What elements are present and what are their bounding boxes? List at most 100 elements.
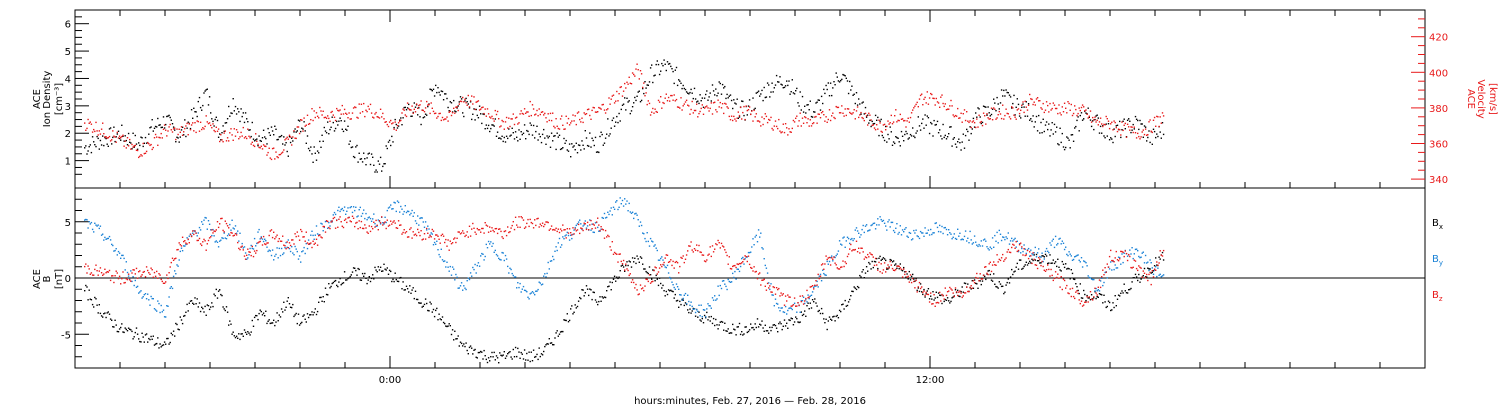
b-bx-point [410,292,412,294]
b-bz-point [783,304,786,306]
velocity-point [1053,104,1056,106]
b-bz-point [588,229,590,231]
density-point [571,143,573,145]
velocity-point [905,126,907,128]
b-bx-point [378,269,381,271]
velocity-point [638,78,640,80]
b-by-point [917,235,919,238]
b-bz-point [180,245,183,247]
b-bx-point [952,296,954,298]
velocity-point [1068,102,1070,105]
density-point [186,127,188,129]
b-bz-point [913,280,915,283]
density-point [307,147,310,150]
density-point [624,97,626,99]
density-point [717,92,719,94]
b-bz-point [918,281,921,284]
velocity-point [688,105,690,107]
b-bx-point [868,261,870,264]
velocity-point [474,108,476,111]
density-point [193,107,195,109]
velocity-point [685,99,688,101]
velocity-point [1133,126,1135,128]
b-bz-point [1105,271,1107,273]
velocity-point [526,111,528,113]
b-bz-point [851,250,853,252]
velocity-point [426,100,428,103]
velocity-point [348,112,350,114]
velocity-point [586,108,589,111]
b-bz-point [1137,269,1139,272]
b-bz-point [138,271,140,273]
velocity-point [671,94,673,97]
density-point [424,113,427,115]
velocity-point [157,144,159,146]
velocity-point [419,104,421,106]
velocity-point [1003,118,1005,120]
velocity-point [665,93,667,95]
b-bx-point [100,315,103,317]
b-bx-point [395,278,397,281]
b-bx-point [359,279,361,281]
b-by-point [644,237,646,240]
b-bz-point [1085,301,1087,303]
b-bx-point [898,268,900,270]
b-bz-point [991,264,994,266]
b-bx-point [663,290,665,292]
b-bx-point [988,269,990,272]
density-point [925,124,927,126]
density-point [720,93,723,95]
b-by-point [953,233,955,235]
b-by-point [144,293,147,295]
b-by-point [437,249,439,251]
b-by-point [987,247,989,250]
b-bx-point [248,332,250,334]
b-bx-point [112,326,114,328]
b-bz-point [612,253,615,255]
b-bx-point [805,315,807,317]
b-bx-point [535,355,537,358]
density-point [472,113,474,115]
b-bz-point [619,253,621,255]
b-bz-point [1043,269,1045,271]
b-bx-point [502,354,504,356]
density-point [313,146,315,148]
density-point [136,148,139,150]
b-by-point [807,294,809,296]
b-by-point [255,245,257,247]
density-point [855,92,858,94]
density-point [1114,135,1116,138]
velocity-point [927,103,930,105]
b-by-point [870,224,872,227]
velocity-point [1069,109,1071,111]
density-point [663,59,665,61]
b-by-point [1097,289,1099,291]
b-by-point [562,236,564,238]
b-by-point [580,223,582,225]
b-bz-point [732,265,734,268]
density-point [743,114,745,117]
b-bx-point [742,334,744,336]
b-by-point [608,213,610,216]
b-bx-point [525,359,527,361]
velocity-point [462,96,464,99]
b-bx-point [401,288,403,290]
velocity-point [187,134,189,136]
b-bz-point [392,221,394,223]
b-bz-point [239,248,241,251]
b-bz-point [198,237,201,240]
b-bz-point [944,287,946,289]
velocity-point [868,112,870,114]
b-bx-point [394,272,396,274]
b-bx-point [199,310,202,313]
density-point [99,139,102,142]
b-bz-point [741,262,743,264]
velocity-point [791,127,793,130]
density-point [828,95,831,97]
density-point [742,100,744,103]
b-bz-point [656,273,658,275]
density-point [639,101,642,103]
b-bz-point [167,277,169,280]
velocity-point [554,127,556,129]
density-point [431,90,433,92]
